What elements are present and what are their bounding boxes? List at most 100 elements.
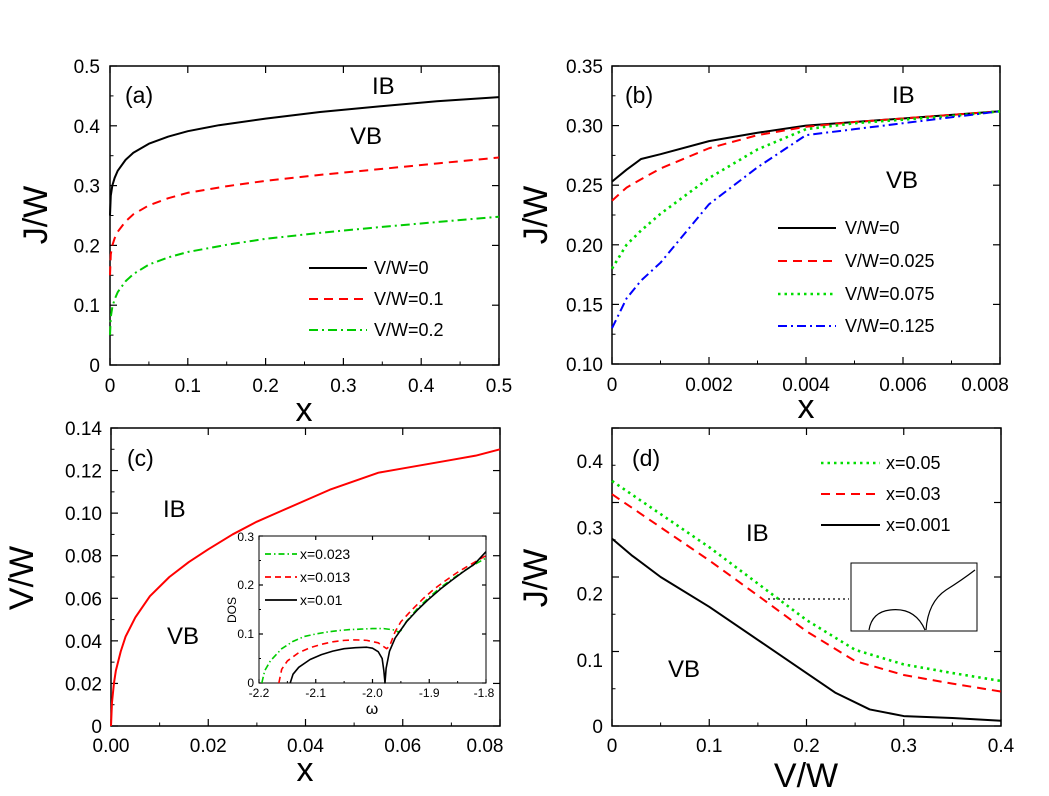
panel-a-ytick: 0.5	[74, 57, 100, 78]
panel-c-region-vb: VB	[167, 623, 199, 650]
legend-label: x=0.001	[886, 515, 951, 535]
series-line	[109, 215, 500, 336]
chart-marks	[109, 65, 1002, 727]
series-line	[278, 554, 487, 684]
panel-d-legend: x=0.05 x=0.03 x=0.001	[821, 453, 951, 535]
schematic-curve-left	[868, 609, 926, 631]
panel-d-ytick: 0	[592, 717, 603, 738]
legend-label: V/W=0.2	[374, 320, 444, 340]
series-line	[610, 110, 1001, 270]
inset-xtick: -2.0	[362, 686, 383, 700]
panel-a-xtick: 0.1	[175, 376, 201, 397]
panel-b-ticks: 0 0.002 0.004 0.006 0.008 0.10 0.15 0.20…	[566, 57, 1009, 396]
schematic-frame	[850, 562, 978, 632]
panel-a-region-ib: IB	[372, 73, 395, 100]
panel-b-ytick: 0.20	[566, 236, 603, 257]
panel-c-ytick: 0.02	[65, 674, 102, 695]
panel-a-ytick: 0.4	[74, 117, 101, 138]
series-line	[611, 537, 1002, 722]
panel-c-label: (c)	[127, 445, 154, 471]
legend-label: x=0.023	[300, 546, 350, 562]
panel-b-xtick: 0.008	[961, 375, 1009, 396]
panel-d-dos-schematic	[768, 562, 978, 632]
series-line	[611, 110, 1001, 183]
legend-label: V/W=0.075	[845, 284, 935, 304]
legend-label: V/W=0.1	[374, 289, 444, 309]
panel-d-ytick: 0.3	[577, 518, 603, 539]
panel-b-ytick: 0.30	[566, 117, 603, 138]
panel-b-ytick: 0.25	[566, 176, 603, 197]
panel-b-ytick: 0.15	[566, 295, 603, 316]
legend-label: V/W=0.125	[845, 316, 935, 336]
series-line	[109, 156, 500, 276]
panel-d-xtick: 0	[607, 736, 618, 757]
panel-d-region-vb: VB	[668, 656, 700, 683]
legend-label: V/W=0	[374, 258, 429, 278]
legend-label: x=0.013	[300, 569, 350, 585]
panel-a-xtick: 0.5	[486, 376, 512, 397]
panel-c-xtick: 0.00	[93, 736, 130, 757]
inset-ytick: 0.3	[237, 530, 254, 544]
series-line	[289, 551, 487, 684]
inset-xtick: -1.8	[474, 686, 495, 700]
panel-c: 0.00 0.02 0.04 0.06 0.08 0 0.02 0.04 0.0…	[3, 419, 503, 789]
panel-a-ylabel: J/W	[17, 186, 55, 245]
panel-a-xtick: 0.4	[408, 376, 435, 397]
panel-d-label: (d)	[632, 445, 660, 471]
panel-c-xtick: 0.08	[467, 736, 504, 757]
panel-b-xtick: 0.006	[879, 375, 927, 396]
panel-a-xtick: 0.3	[330, 376, 356, 397]
panel-c-ytick: 0.04	[65, 632, 102, 653]
panel-d-ticks: 0 0.1 0.2 0.3 0.4 0 0.1 0.2 0.3 0.4	[577, 452, 1015, 757]
inset-frame	[258, 535, 487, 684]
panel-c-ytick: 0	[91, 717, 102, 738]
legend-label: V/W=0	[845, 218, 900, 238]
inset-xlabel: ω	[366, 701, 379, 718]
inset-ytick: 0	[247, 676, 254, 690]
panel-b-xlabel: x	[798, 388, 815, 426]
panel-a-ticks: 0 0.1 0.2 0.3 0.4 0.5 0 0.1 0.2 0.3 0.4 …	[74, 57, 513, 397]
panel-a-xlabel: x	[296, 391, 313, 429]
panel-c-xtick: 0.04	[287, 736, 324, 757]
panel-c-xtick: 0.06	[384, 736, 421, 757]
panel-c-xtick: 0.02	[190, 736, 227, 757]
legend-label: V/W=0.025	[845, 251, 935, 271]
panel-a: 0 0.1 0.2 0.3 0.4 0.5 0 0.1 0.2 0.3 0.4 …	[17, 57, 512, 429]
panel-a-xtick: 0.2	[252, 376, 278, 397]
schematic-curve-right	[925, 569, 976, 631]
panel-b-xtick: 0.002	[685, 375, 733, 396]
panel-d-xtick: 0.2	[793, 736, 819, 757]
panel-d-xtick: 0.4	[988, 736, 1015, 757]
series-line	[611, 479, 1002, 683]
panel-a-xtick: 0	[105, 376, 116, 397]
inset-ytick: 0.1	[237, 627, 254, 641]
panel-b-xtick: 0.004	[782, 375, 830, 396]
legend-label: x=0.01	[300, 592, 343, 608]
panel-b-label: (b)	[625, 82, 653, 108]
panel-c-inset: -2.2 -2.1 -2.0 -1.9 -1.8 0 0.1 0.2 0.3 ω…	[225, 530, 495, 718]
legend-label: x=0.03	[886, 484, 941, 504]
panel-a-region-vb: VB	[350, 123, 382, 150]
panel-c-region-ib: IB	[163, 496, 186, 523]
panel-c-ytick: 0.12	[65, 462, 102, 483]
panel-b-xtick: 0	[607, 375, 618, 396]
inset-ylabel: DOS	[225, 597, 239, 623]
panel-b-legend: V/W=0 V/W=0.025 V/W=0.075 V/W=0.125	[778, 218, 935, 336]
panel-a-ytick: 0.1	[74, 296, 100, 317]
series-line	[110, 448, 501, 727]
panel-c-ytick: 0.10	[65, 504, 102, 525]
series-line	[109, 96, 500, 216]
panel-d-region-ib: IB	[746, 520, 769, 547]
panel-c-ytick: 0.08	[65, 547, 102, 568]
series-line	[611, 110, 1001, 202]
inset-legend: x=0.023 x=0.013 x=0.01	[265, 546, 350, 608]
panel-b-region-ib: IB	[892, 82, 915, 109]
panel-a-ytick: 0	[89, 356, 100, 377]
panel-b-ytick: 0.10	[566, 355, 603, 376]
panel-a-legend: V/W=0 V/W=0.1 V/W=0.2	[309, 258, 444, 340]
panel-d-xtick: 0.1	[696, 736, 722, 757]
panel-b-ylabel: J/W	[517, 186, 555, 245]
panel-b-region-vb: VB	[886, 167, 918, 194]
panel-b-ytick: 0.35	[566, 57, 603, 78]
